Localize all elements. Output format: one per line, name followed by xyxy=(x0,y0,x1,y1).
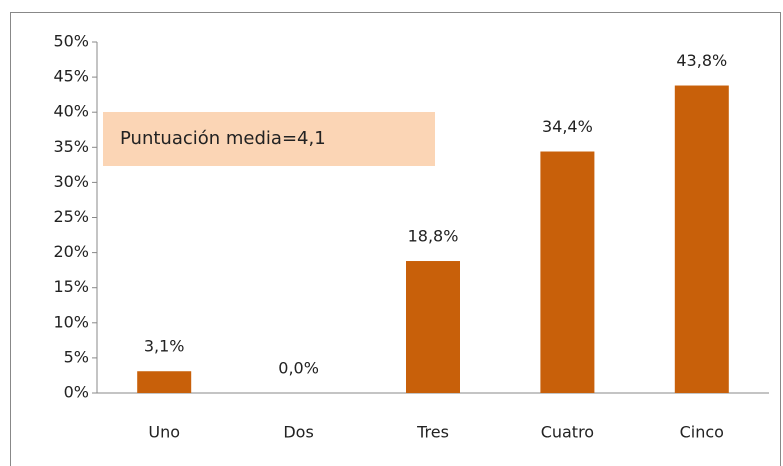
bar xyxy=(406,261,460,393)
y-tick-label: 35% xyxy=(53,137,89,156)
value-label: 3,1% xyxy=(144,337,185,356)
y-tick-label: 20% xyxy=(53,242,89,261)
y-tick-label: 10% xyxy=(53,312,89,331)
x-tick-label: Cinco xyxy=(680,423,724,442)
y-tick-label: 45% xyxy=(53,67,89,86)
bar xyxy=(674,85,729,394)
bar xyxy=(137,371,192,393)
value-label: 34,4% xyxy=(542,117,593,136)
x-tick-label: Dos xyxy=(283,423,313,442)
annotation-box xyxy=(103,112,435,166)
y-tick-label: 30% xyxy=(53,172,89,191)
value-label: 0,0% xyxy=(278,359,319,378)
y-tick-label: 15% xyxy=(53,277,89,296)
y-tick-label: 40% xyxy=(53,102,89,121)
y-tick-label: 5% xyxy=(64,347,89,366)
y-tick-label: 50% xyxy=(53,32,89,51)
y-tick-label: 0% xyxy=(64,383,89,402)
chart-frame xyxy=(10,12,781,466)
x-tick-label: Cuatro xyxy=(541,423,594,442)
annotation: Puntuación media=4,1 xyxy=(120,128,326,149)
value-label: 43,8% xyxy=(676,51,727,70)
bar xyxy=(540,151,595,393)
value-label: 18,8% xyxy=(408,227,459,246)
x-tick-label: Uno xyxy=(148,423,180,442)
y-tick-label: 25% xyxy=(53,207,89,226)
x-tick-label: Tres xyxy=(416,423,449,442)
